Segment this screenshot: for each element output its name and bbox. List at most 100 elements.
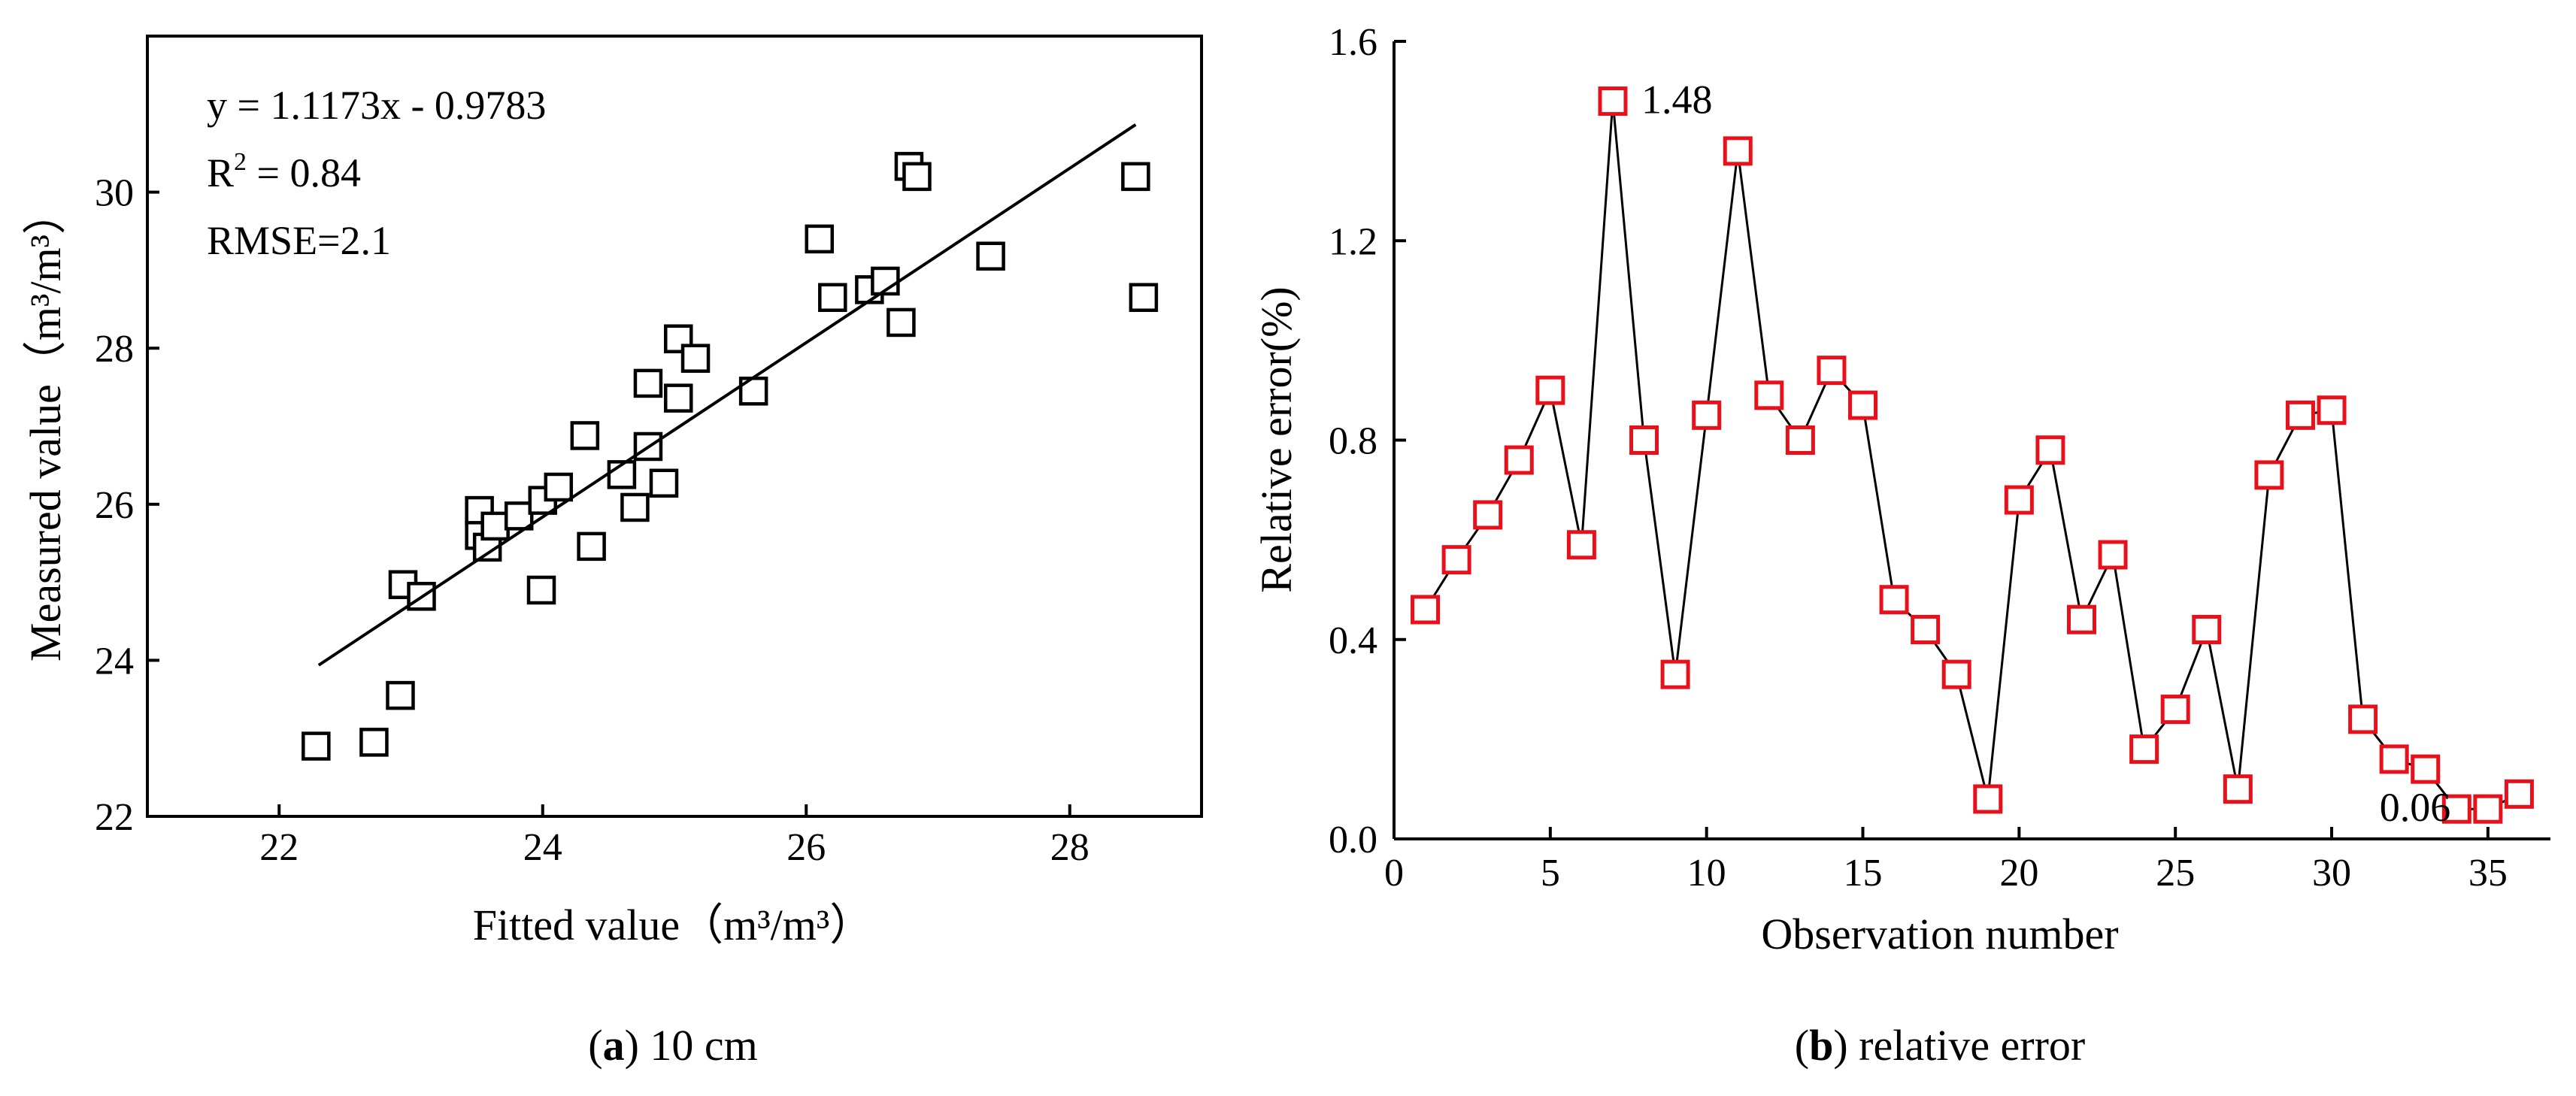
fit-line (317, 123, 1137, 667)
y-tick-label: 0.0 (1329, 819, 1377, 861)
scatter-point (886, 307, 916, 338)
rmse-label: RMSE=2.1 (207, 218, 391, 263)
error-point (1973, 784, 2003, 814)
min-value-label: 0.06 (2380, 785, 2451, 830)
error-point (2504, 779, 2534, 809)
panel-a-points (302, 152, 1159, 761)
caption-a: (a) 10 cm (588, 1021, 758, 1070)
y-tick-label: 1.6 (1329, 21, 1377, 64)
error-point (2129, 734, 2159, 764)
error-point (2223, 774, 2253, 804)
y-tick-label: 0.4 (1329, 619, 1377, 662)
error-point (2379, 744, 2409, 774)
y-tick-label: 1.2 (1329, 220, 1377, 263)
scatter-point (649, 468, 679, 498)
panel-b: 0 5 10 15 20 25 30 350.00.40.81.21.6 1.48 0.06 … (1252, 21, 2550, 1070)
x-tick-label: 30 (2312, 852, 2351, 895)
panel-a-x-axis-title: Fitted value（m³/m³） (473, 901, 874, 949)
y-tick-label: 28 (95, 328, 134, 371)
x-tick-label: 10 (1687, 852, 1726, 895)
scatter-point (570, 421, 600, 450)
y-tick-label: 30 (95, 172, 134, 215)
panel-a-y-axis-title: Measured value（m³/m³） (21, 191, 70, 662)
error-point (2473, 794, 2503, 824)
error-point (1754, 380, 1784, 410)
error-point (2192, 614, 2222, 644)
x-tick-label: 24 (523, 826, 562, 869)
x-tick-label: 20 (1999, 852, 2038, 895)
error-point (1723, 136, 1753, 166)
error-point (2411, 754, 2441, 784)
error-point (1660, 659, 1690, 689)
scatter-point (359, 728, 389, 757)
error-point (2285, 400, 2315, 430)
panel-a-plot-frame (146, 35, 1203, 818)
scatter-point (386, 680, 415, 710)
y-tick-label: 24 (95, 640, 134, 683)
error-point (2035, 435, 2065, 465)
caption-b: (b) relative error (1795, 1021, 2086, 1070)
error-point (2004, 485, 2034, 515)
y-tick-label: 0.8 (1329, 420, 1377, 463)
scatter-point (1129, 283, 1159, 312)
x-tick-label: 28 (1050, 826, 1089, 869)
scatter-point (302, 731, 331, 761)
panel-a-ticks: 22 24 26 28 22 24 26 28 30 (95, 172, 1089, 869)
error-point (1879, 585, 1909, 615)
x-tick-label: 5 (1541, 852, 1560, 895)
r-squared: R2 = 0.84 (207, 148, 361, 195)
fit-equation: y = 1.1173x - 0.9783 (207, 83, 546, 128)
scatter-point (480, 511, 510, 541)
error-point (1692, 400, 1722, 430)
error-point (1941, 659, 1971, 689)
panel-b-x-axis-title: Observation number (1761, 910, 2118, 958)
panel-b-points (1411, 86, 2534, 824)
scatter-point (577, 531, 606, 562)
panel-b-ticks: 0 5 10 15 20 25 30 35 0.0 0.4 0.8 1.2 1.6 (1329, 21, 2508, 895)
x-tick-label: 25 (2156, 852, 2195, 895)
scatter-point (526, 575, 556, 605)
x-tick-label: 35 (2468, 852, 2508, 895)
error-point (1504, 445, 1534, 475)
error-point (2098, 540, 2128, 570)
scatter-point (805, 224, 835, 254)
max-value-label: 1.48 (1641, 77, 1713, 123)
scatter-point (902, 162, 932, 192)
error-point (1817, 356, 1847, 386)
error-point (1785, 425, 1815, 455)
error-point (2254, 460, 2284, 490)
y-tick-label: 22 (95, 796, 134, 839)
error-point (1848, 390, 1878, 420)
scatter-point (504, 501, 534, 531)
error-point (1598, 86, 1628, 117)
error-point (2317, 395, 2347, 425)
error-point (1911, 614, 1941, 644)
x-tick-label: 26 (786, 826, 826, 869)
error-point (2348, 704, 2378, 734)
scatter-point (818, 283, 847, 312)
scatter-point (633, 368, 663, 398)
x-tick-label: 15 (1844, 852, 1883, 895)
error-point (1441, 545, 1471, 575)
error-point (1411, 595, 1441, 625)
error-point (2066, 604, 2096, 634)
scatter-point (1121, 162, 1150, 192)
error-point (2160, 695, 2190, 725)
x-tick-label: 22 (259, 826, 299, 869)
relative-error-line (1424, 101, 2520, 810)
error-point (1629, 425, 1659, 455)
y-tick-label: 26 (95, 484, 134, 527)
error-point (1535, 375, 1565, 405)
error-point (2441, 794, 2471, 824)
scatter-point (976, 241, 1005, 271)
error-point (1473, 500, 1503, 530)
scatter-point (544, 472, 574, 502)
x-tick-label: 0 (1384, 852, 1404, 895)
scatter-point (664, 383, 693, 413)
scatter-point (680, 344, 711, 373)
scatter-point (620, 492, 650, 522)
panel-b-y-axis-title: Relative error(%) (1252, 286, 1301, 592)
error-point (1566, 530, 1596, 560)
